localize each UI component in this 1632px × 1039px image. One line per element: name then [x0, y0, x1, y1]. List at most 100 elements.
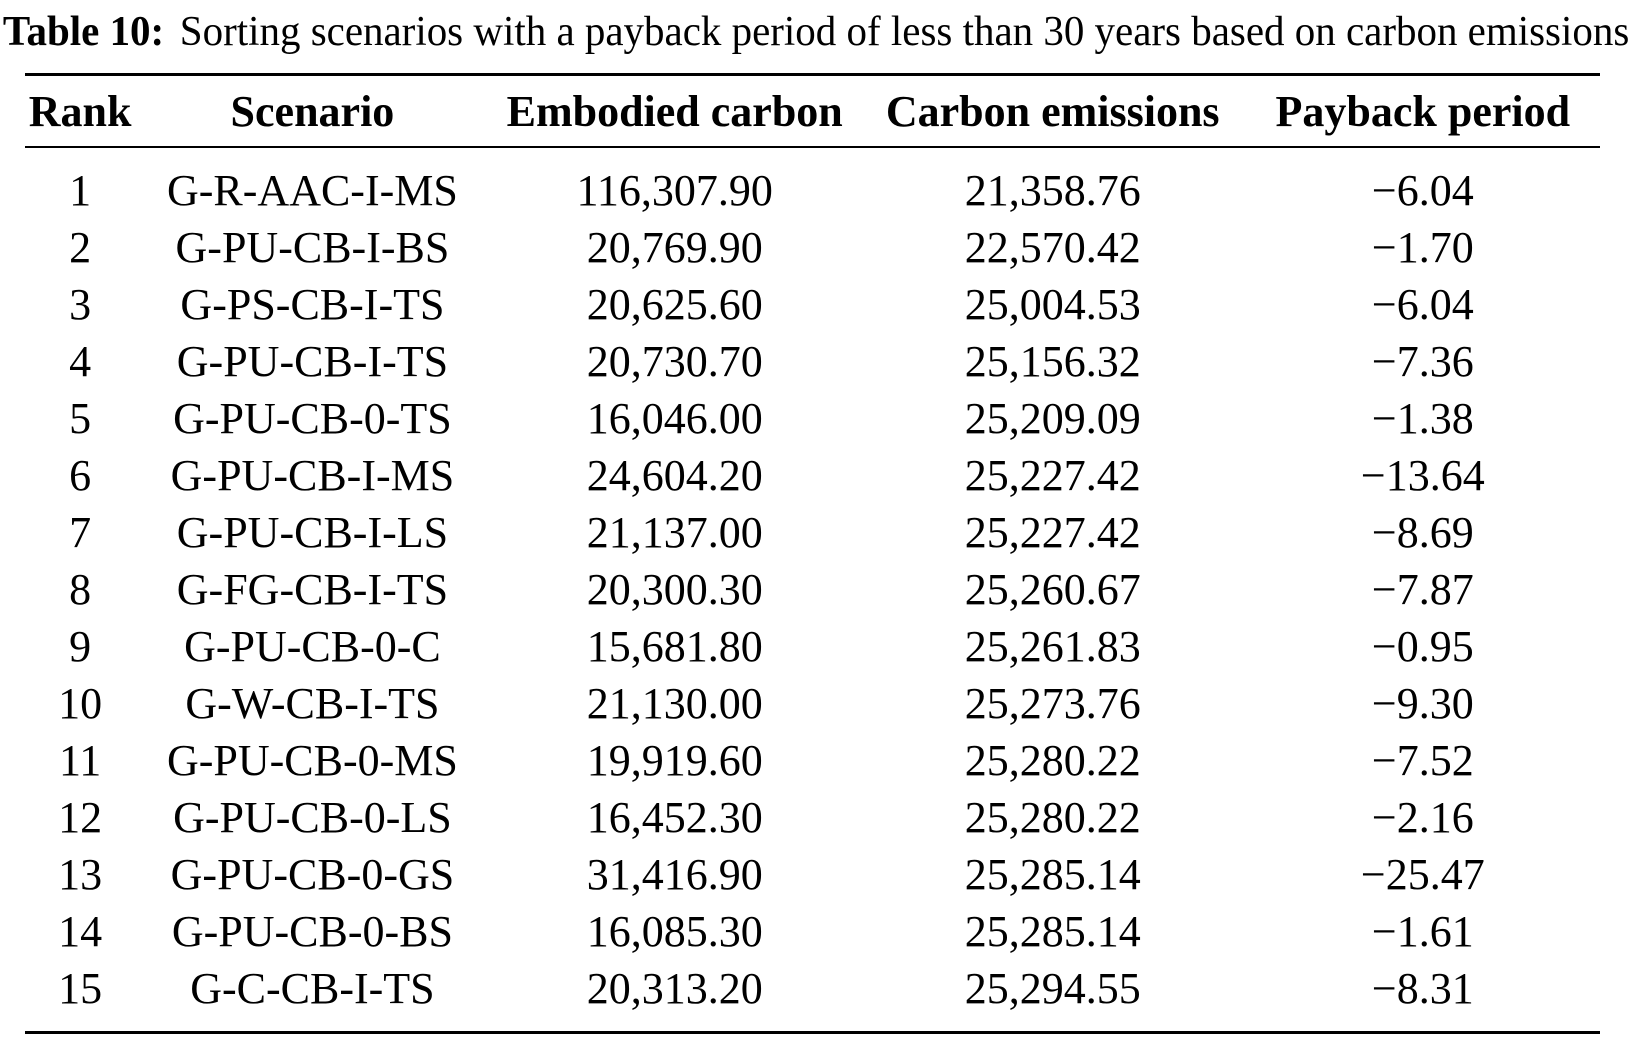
embodied-carbon-cell: 20,300.30 [586, 565, 763, 614]
rank-cell: 5 [69, 394, 92, 443]
embodied-carbon-cell: 31,416.90 [586, 850, 763, 899]
carbon-emissions-cell: 25,156.32 [964, 337, 1141, 386]
embodied-carbon-cell: 116,307.90 [576, 166, 773, 215]
rank-cell: 2 [69, 223, 92, 272]
payback-period-cell: −1.70 [1371, 223, 1474, 272]
table-body: 1 G-R-AAC-I-MS 116,307.90 21,358.76 −6.04 2 G-… [25, 147, 1600, 1033]
rank-cell: 10 [58, 679, 103, 728]
carbon-emissions-cell: 25,280.22 [964, 793, 1141, 842]
table-row: 5 G-PU-CB-0-TS 16,046.00 25,209.09 −1.38 [25, 390, 1600, 447]
table-row: 15 G-C-CB-I-TS 20,313.20 25,294.55 −8.31 [25, 960, 1600, 1033]
scenario-ranking-table: Rank Scenario Embodied carbon Carbon emi… [25, 73, 1600, 1034]
payback-period-cell: −7.52 [1371, 736, 1474, 785]
scenario-cell: G-PU-CB-0-GS [170, 850, 455, 899]
carbon-emissions-cell: 25,294.55 [964, 964, 1141, 1013]
scenario-cell: G-PU-CB-0-C [184, 622, 441, 671]
scenario-cell: G-R-AAC-I-MS [166, 166, 458, 215]
table-row: 3 G-PS-CB-I-TS 20,625.60 25,004.53 −6.04 [25, 276, 1600, 333]
table-row: 2 G-PU-CB-I-BS 20,769.90 22,570.42 −1.70 [25, 219, 1600, 276]
embodied-carbon-cell: 24,604.20 [586, 451, 763, 500]
table-row: 10 G-W-CB-I-TS 21,130.00 25,273.76 −9.30 [25, 675, 1600, 732]
scenario-cell: G-FG-CB-I-TS [176, 565, 449, 614]
carbon-emissions-cell: 21,358.76 [964, 166, 1141, 215]
table-caption-text: Sorting scenarios with a payback period … [179, 9, 1630, 55]
scenario-cell: G-PU-CB-I-BS [175, 223, 450, 272]
table-row: 11 G-PU-CB-0-MS 19,919.60 25,280.22 −7.52 [25, 732, 1600, 789]
column-header-embodied-carbon: Embodied carbon [489, 74, 860, 148]
embodied-carbon-cell: 20,730.70 [586, 337, 763, 386]
payback-period-cell: −25.47 [1360, 850, 1485, 899]
scenario-cell: G-PU-CB-0-BS [171, 907, 454, 956]
embodied-carbon-cell: 20,625.60 [586, 280, 763, 329]
scenario-cell: G-PU-CB-I-MS [170, 451, 455, 500]
carbon-emissions-cell: 22,570.42 [964, 223, 1141, 272]
table-header-row: Rank Scenario Embodied carbon Carbon emi… [25, 74, 1600, 148]
column-header-scenario: Scenario [135, 74, 490, 148]
carbon-emissions-cell: 25,280.22 [964, 736, 1141, 785]
table-row: 7 G-PU-CB-I-LS 21,137.00 25,227.42 −8.69 [25, 504, 1600, 561]
embodied-carbon-cell: 16,452.30 [586, 793, 763, 842]
scenario-cell: G-PS-CB-I-TS [180, 280, 445, 329]
payback-period-cell: −2.16 [1371, 793, 1474, 842]
column-header-rank: Rank [25, 74, 136, 148]
column-header-payback-period: Payback period [1245, 74, 1600, 148]
embodied-carbon-cell: 20,769.90 [586, 223, 763, 272]
carbon-emissions-cell: 25,273.76 [964, 679, 1141, 728]
scenario-cell: G-PU-CB-I-TS [176, 337, 449, 386]
rank-cell: 7 [69, 508, 92, 557]
payback-period-cell: −6.04 [1371, 280, 1474, 329]
embodied-carbon-cell: 19,919.60 [586, 736, 763, 785]
table-row: 6 G-PU-CB-I-MS 24,604.20 25,227.42 −13.64 [25, 447, 1600, 504]
rank-cell: 12 [58, 793, 103, 842]
table-row: 4 G-PU-CB-I-TS 20,730.70 25,156.32 −7.36 [25, 333, 1600, 390]
payback-period-cell: −7.87 [1371, 565, 1474, 614]
table-row: 12 G-PU-CB-0-LS 16,452.30 25,280.22 −2.16 [25, 789, 1600, 846]
carbon-emissions-cell: 25,285.14 [964, 907, 1141, 956]
table-caption: Table 10: Sorting scenarios with a paybac… [0, 0, 1629, 73]
payback-period-cell: −13.64 [1360, 451, 1485, 500]
rank-cell: 14 [58, 907, 103, 956]
rank-cell: 3 [69, 280, 92, 329]
scenario-cell: G-PU-CB-0-LS [173, 793, 452, 842]
scenario-cell: G-W-CB-I-TS [185, 679, 440, 728]
rank-cell: 11 [58, 736, 102, 785]
payback-period-cell: −6.04 [1371, 166, 1474, 215]
carbon-emissions-cell: 25,004.53 [964, 280, 1141, 329]
carbon-emissions-cell: 25,209.09 [964, 394, 1141, 443]
rank-cell: 15 [58, 964, 103, 1013]
payback-period-cell: −7.36 [1371, 337, 1474, 386]
table-row: 1 G-R-AAC-I-MS 116,307.90 21,358.76 −6.04 [25, 147, 1600, 219]
scenario-cell: G-PU-CB-0-TS [173, 394, 452, 443]
embodied-carbon-cell: 21,137.00 [586, 508, 763, 557]
carbon-emissions-cell: 25,261.83 [964, 622, 1141, 671]
rank-cell: 8 [69, 565, 92, 614]
payback-period-cell: −8.69 [1371, 508, 1474, 557]
payback-period-cell: −1.61 [1371, 907, 1474, 956]
table-row: 14 G-PU-CB-0-BS 16,085.30 25,285.14 −1.61 [25, 903, 1600, 960]
embodied-carbon-cell: 16,085.30 [586, 907, 763, 956]
carbon-emissions-cell: 25,285.14 [964, 850, 1141, 899]
carbon-emissions-cell: 25,227.42 [964, 451, 1141, 500]
payback-period-cell: −1.38 [1371, 394, 1474, 443]
table-caption-label: Table 10: [2, 9, 165, 55]
payback-period-cell: −9.30 [1371, 679, 1474, 728]
table-row: 9 G-PU-CB-0-C 15,681.80 25,261.83 −0.95 [25, 618, 1600, 675]
embodied-carbon-cell: 21,130.00 [586, 679, 763, 728]
scenario-cell: G-C-CB-I-TS [190, 964, 435, 1013]
table-row: 13 G-PU-CB-0-GS 31,416.90 25,285.14 −25.47 [25, 846, 1600, 903]
rank-cell: 1 [69, 166, 92, 215]
embodied-carbon-cell: 16,046.00 [586, 394, 763, 443]
rank-cell: 6 [69, 451, 92, 500]
scenario-cell: G-PU-CB-0-MS [166, 736, 458, 785]
column-header-carbon-emissions: Carbon emissions [859, 74, 1246, 148]
payback-period-cell: −8.31 [1371, 964, 1474, 1013]
table-row: 8 G-FG-CB-I-TS 20,300.30 25,260.67 −7.87 [25, 561, 1600, 618]
carbon-emissions-cell: 25,260.67 [964, 565, 1141, 614]
rank-cell: 4 [69, 337, 92, 386]
embodied-carbon-cell: 20,313.20 [586, 964, 763, 1013]
rank-cell: 9 [69, 622, 92, 671]
scenario-cell: G-PU-CB-I-LS [176, 508, 449, 557]
payback-period-cell: −0.95 [1371, 622, 1474, 671]
rank-cell: 13 [58, 850, 103, 899]
embodied-carbon-cell: 15,681.80 [586, 622, 763, 671]
